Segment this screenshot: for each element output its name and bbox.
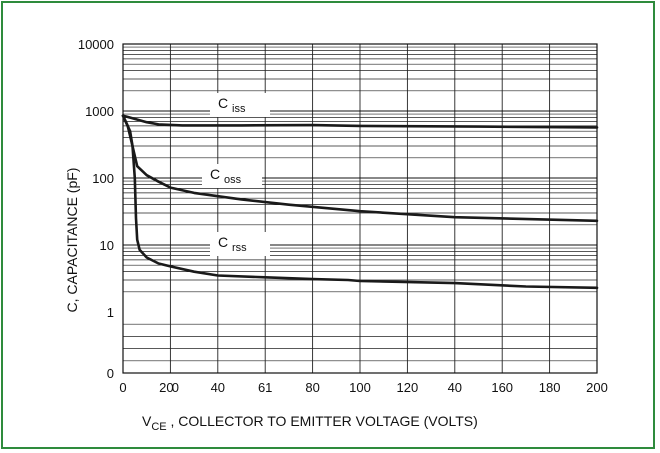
series-line-rss <box>121 114 599 290</box>
series-label-main: C <box>218 95 232 111</box>
x-axis-title-rest: , COLLECTOR TO EMITTER VOLTAGE (VOLTS) <box>167 413 478 429</box>
y-tick-label: 10 <box>100 238 114 253</box>
series-label-sub: iss <box>232 103 246 115</box>
series-label-box <box>210 232 270 256</box>
y-tick-label: 10000 <box>78 37 114 52</box>
series-label-rss: C rss <box>210 232 270 256</box>
x-tick-label: 0 <box>119 380 126 395</box>
y-tick-label: 100 <box>92 171 114 186</box>
x-tick-label: 160 <box>491 380 513 395</box>
x-tick-label: 100 <box>349 380 371 395</box>
x-tick-label: 40 <box>211 380 225 395</box>
x-tick-label: 80 <box>305 380 319 395</box>
series-label-oss: C oss <box>202 164 262 188</box>
series-label-box <box>202 164 262 188</box>
series-label-text: C rss <box>218 234 247 254</box>
series-label-main: C <box>218 234 232 250</box>
x-tick-label: 61 <box>258 380 272 395</box>
series-label-text: C oss <box>210 166 242 186</box>
series-label-iss: C iss <box>210 93 270 117</box>
plot-border <box>122 43 598 374</box>
x-tick-labels: 0 200 40 61 80 100 120 40 160 180 200 <box>119 380 607 395</box>
series-label-box <box>210 93 270 117</box>
series-label-sub: rss <box>232 242 247 254</box>
series-label-main: C <box>210 166 224 182</box>
x-tick-label: 180 <box>539 380 561 395</box>
x-tick-label: 0 <box>172 380 179 395</box>
y-tick-label: 0 <box>107 366 114 381</box>
series-label-text: C iss <box>218 95 246 115</box>
grid <box>123 43 597 373</box>
y-tick-label: 1000 <box>85 104 114 119</box>
x-tick-label: 120 <box>397 380 419 395</box>
series-label-sub: oss <box>224 174 242 186</box>
curves <box>121 114 599 290</box>
x-tick-label: 40 <box>448 380 462 395</box>
x-tick-label: 200 <box>586 380 608 395</box>
x-axis-title: VCE , COLLECTOR TO EMITTER VOLTAGE (VOLT… <box>142 413 478 433</box>
y-axis-title: C, CAPACITANCE (pF) <box>64 168 80 313</box>
x-tick-label: 20 <box>159 380 173 395</box>
x-axis-title-main: V <box>142 413 152 429</box>
series-line-iss <box>121 114 599 129</box>
y-tick-label: 1 <box>107 305 114 320</box>
x-axis-title-sub: CE <box>151 421 166 433</box>
